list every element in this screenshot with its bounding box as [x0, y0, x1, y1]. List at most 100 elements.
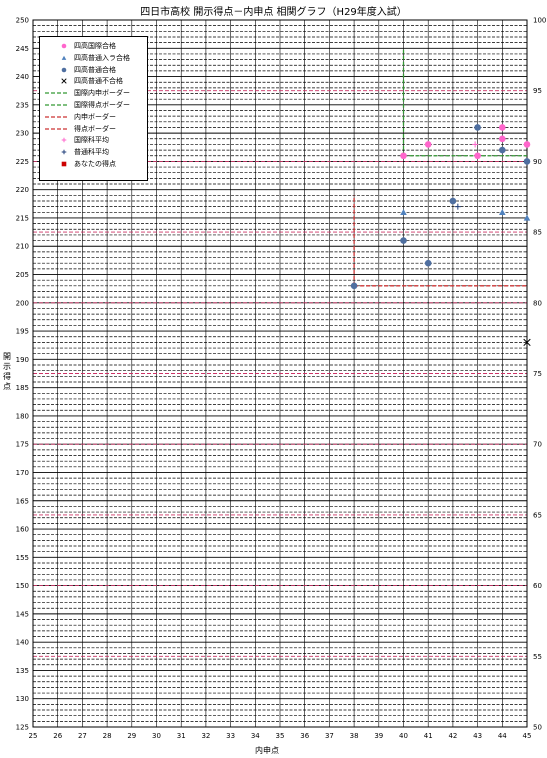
y-tick-label: 125 [16, 724, 29, 732]
legend-item: 国際内申ボーダー [40, 87, 148, 99]
y-right-tick-label: 90 [533, 158, 542, 166]
legend-label: 四高国際合格 [74, 42, 116, 50]
y-right-tick-label: 60 [533, 582, 542, 590]
legend-label: 国際科平均 [74, 136, 109, 145]
plot-frame [32, 19, 528, 728]
y-tick-label: 195 [16, 328, 29, 336]
x-tick-label: 32 [201, 732, 210, 740]
data-point [400, 209, 407, 215]
x-tick-label: 31 [177, 732, 186, 740]
x-tick-label: 29 [127, 732, 136, 740]
data-point [499, 124, 506, 131]
y-tick-label: 135 [16, 667, 29, 675]
y-tick-label: 145 [16, 610, 29, 618]
x-tick-label: 44 [498, 732, 507, 740]
x-tick-label: 43 [473, 732, 482, 740]
x-tick-label: 38 [350, 732, 359, 740]
data-point [499, 135, 506, 143]
x-tick-label: 26 [53, 732, 62, 740]
y-tick-label: 155 [16, 554, 29, 562]
data-point [523, 214, 531, 221]
legend-symbol [61, 138, 67, 143]
data-point [449, 197, 457, 205]
y-tick-label: 185 [16, 384, 29, 392]
legend-symbol [61, 149, 67, 155]
y-tick-label: 250 [16, 17, 29, 25]
legend-symbol [61, 67, 67, 72]
legend-item: 国際得点ボーダー [40, 99, 148, 111]
legend-label: あなたの得点 [74, 160, 116, 168]
y-tick-label: 205 [16, 271, 29, 279]
y-right-tick-label: 70 [533, 441, 542, 449]
legend-symbol [61, 78, 67, 85]
legend-symbol [45, 116, 69, 118]
legend-item: 四高普通不合格 [40, 75, 148, 87]
legend-label: 内申ボーダー [74, 112, 116, 121]
y-tick-label: 190 [16, 356, 29, 364]
y-right-tick-label: 55 [533, 653, 542, 661]
data-point [499, 146, 506, 154]
legend-item: 内申ボーダー [40, 111, 148, 123]
x-tick-label: 25 [29, 732, 38, 740]
y-tick-label: 215 [16, 214, 29, 222]
y-right-tick-label: 100 [533, 17, 546, 25]
legend-item: あなたの得点 [40, 158, 148, 170]
y-tick-label: 170 [16, 469, 29, 477]
y-tick-label: 200 [16, 299, 29, 307]
x-tick-label: 30 [152, 732, 161, 740]
legend-item: 国際科平均 [40, 134, 148, 146]
y-tick-label: 130 [16, 695, 29, 703]
legend-symbol [61, 55, 67, 60]
data-point [424, 259, 432, 267]
y-right-tick-label: 80 [533, 299, 542, 307]
y-tick-label: 175 [16, 441, 29, 449]
y-tick-label: 150 [16, 582, 29, 590]
x-tick-label: 34 [251, 732, 260, 740]
data-point [523, 338, 531, 347]
legend-label: 国際内申ボーダー [74, 89, 130, 98]
y-right-tick-label: 65 [533, 511, 542, 519]
y-tick-label: 240 [16, 73, 29, 81]
x-tick-label: 37 [325, 732, 334, 740]
y-tick-label: 245 [16, 45, 29, 53]
y-axis-label: 開示得点 [3, 352, 11, 391]
legend-label: 得点ボーダー [74, 124, 116, 133]
x-tick-label: 28 [103, 732, 112, 740]
data-point [424, 141, 432, 148]
legend-item: 得点ボーダー [40, 123, 148, 135]
legend-item: 四高普通合格 [40, 64, 148, 76]
x-tick-label: 36 [300, 732, 309, 740]
legend-label: 国際得点ボーダー [74, 101, 130, 109]
legend-symbol [61, 43, 67, 49]
y-tick-label: 180 [16, 412, 29, 420]
y-tick-label: 225 [16, 158, 29, 166]
legend-label: 四高普通不合格 [74, 77, 123, 86]
legend-item: 普通科平均 [40, 146, 148, 158]
chart-title: 四日市高校 開示得点－内申点 相関グラフ（H29年度入試） [140, 7, 407, 18]
legend-label: 四高普通入ラ合格 [74, 53, 130, 62]
x-tick-label: 41 [424, 732, 433, 740]
data-point [400, 237, 407, 244]
x-tick-label: 35 [276, 732, 285, 740]
y-tick-label: 220 [16, 186, 29, 194]
y-right-tick-label: 95 [533, 87, 542, 95]
legend-symbol [61, 161, 67, 167]
x-tick-label: 42 [448, 732, 457, 740]
data-point [350, 282, 358, 290]
x-tick-label: 39 [374, 732, 383, 740]
data-point [499, 209, 506, 215]
data-point [474, 124, 481, 131]
legend-symbol [45, 92, 69, 94]
data-point [523, 158, 531, 165]
y-tick-label: 165 [16, 497, 29, 505]
x-tick-label: 33 [226, 732, 235, 740]
chart-legend: 四高国際合格四高普通入ラ合格四高普通合格 四高普通不合格 国際内申ボーダー 国際得点ボ… [39, 36, 148, 181]
legend-symbol [45, 127, 69, 130]
x-axis-label: 内申点 [255, 746, 279, 755]
data-point [523, 141, 531, 148]
y-right-tick-label: 50 [533, 724, 542, 732]
x-tick-label: 45 [523, 732, 532, 740]
y-tick-label: 160 [16, 526, 29, 534]
